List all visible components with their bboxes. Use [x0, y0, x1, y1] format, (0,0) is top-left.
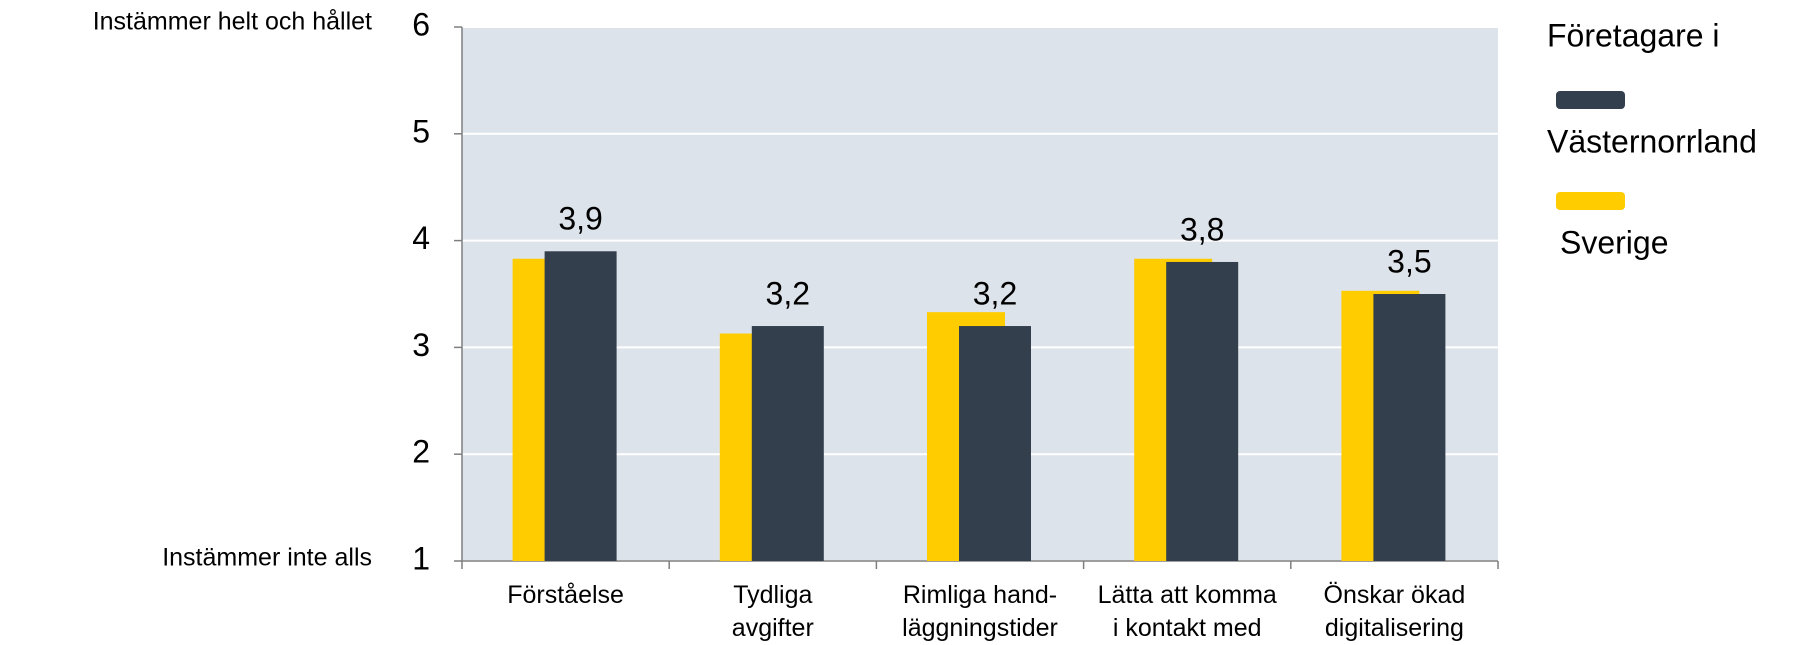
y-label-top: Instämmer helt och hållet — [93, 8, 372, 36]
y-label-bottom: Instämmer inte alls — [162, 544, 372, 572]
legend-title: Företagare i — [1547, 17, 1720, 53]
y-tick-label: 4 — [412, 220, 430, 256]
x-tick-label: Önskar ökad digitalisering — [1323, 581, 1466, 642]
y-tick-label: 3 — [412, 327, 430, 363]
x-tick-label: Förståelse — [507, 581, 624, 609]
y-tick-label: 6 — [412, 6, 430, 42]
legend-label: Västernorrland — [1547, 123, 1757, 159]
legend-label: Sverige — [1560, 224, 1669, 260]
value-label: 3,2 — [973, 275, 1017, 311]
y-tick-label: 1 — [412, 540, 430, 576]
value-label: 3,8 — [1180, 211, 1224, 247]
legend-swatch — [1556, 91, 1625, 109]
bar — [544, 251, 617, 561]
x-tick-label: Tydliga avgifter — [731, 581, 814, 642]
value-label: 3,2 — [766, 275, 810, 311]
bar — [1373, 294, 1446, 561]
bar — [959, 326, 1031, 561]
y-tick-label: 2 — [412, 434, 430, 470]
x-tick-label: Rimliga hand- läggningstider — [902, 581, 1058, 642]
legend-swatch — [1556, 192, 1625, 210]
x-tick-label: Lätta att komma i kontakt med — [1097, 581, 1277, 642]
bar — [751, 326, 824, 561]
y-tick-label: 5 — [412, 113, 430, 149]
bar — [1166, 261, 1239, 561]
value-label: 3,5 — [1387, 243, 1431, 279]
value-label: 3,9 — [558, 201, 602, 237]
